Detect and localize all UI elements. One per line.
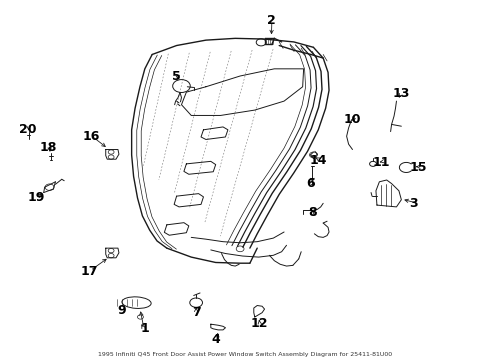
Text: 4: 4 [211,333,220,346]
Text: 17: 17 [81,265,98,278]
Text: 3: 3 [409,197,418,210]
Text: 5: 5 [172,69,181,82]
Text: 19: 19 [27,192,45,204]
Text: 18: 18 [40,141,57,154]
Text: 11: 11 [373,156,391,168]
Text: 15: 15 [410,161,427,174]
Text: 20: 20 [19,123,36,136]
Text: 6: 6 [307,177,315,190]
Text: 10: 10 [344,113,361,126]
Text: 1995 Infiniti Q45 Front Door Assist Power Window Switch Assembly Diagram for 254: 1995 Infiniti Q45 Front Door Assist Powe… [98,352,392,357]
Text: 1: 1 [141,322,149,335]
Text: 8: 8 [308,206,317,219]
Text: 16: 16 [82,130,100,144]
Text: 13: 13 [392,87,410,100]
Text: 7: 7 [192,306,200,319]
Text: 9: 9 [118,305,126,318]
Text: 12: 12 [251,317,269,330]
Text: 2: 2 [268,14,276,27]
Text: 14: 14 [310,154,327,167]
